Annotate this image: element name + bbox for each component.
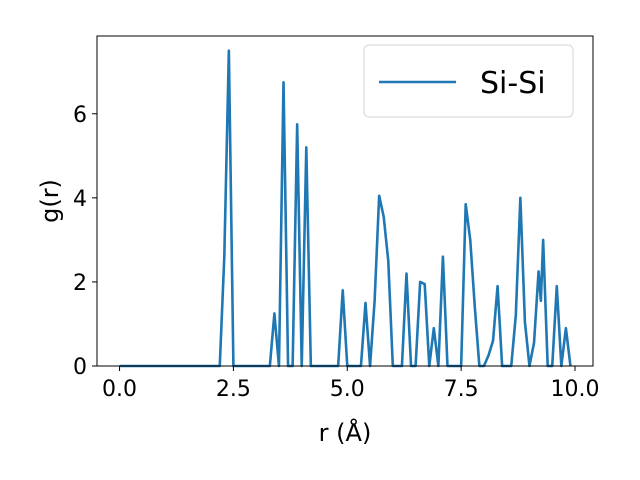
legend-box bbox=[363, 44, 574, 118]
legend: Si-Si bbox=[363, 44, 574, 118]
y-tick-label: 0 bbox=[73, 355, 87, 380]
x-tick-label: 10.0 bbox=[551, 377, 600, 402]
y-tick-label: 6 bbox=[73, 103, 87, 128]
x-tick-label: 0.0 bbox=[102, 377, 137, 402]
y-axis: 0 2 4 6 bbox=[73, 103, 97, 380]
legend-label: Si-Si bbox=[480, 66, 546, 101]
x-tick-label: 7.5 bbox=[444, 377, 479, 402]
y-tick-label: 2 bbox=[73, 271, 87, 296]
plot-frame bbox=[96, 35, 594, 367]
x-axis-label: r (Å) bbox=[319, 418, 372, 447]
y-tick-label: 4 bbox=[73, 187, 87, 212]
x-tick-label: 2.5 bbox=[216, 377, 251, 402]
x-axis: 0.0 2.5 5.0 7.5 10.0 bbox=[102, 366, 600, 402]
y-axis-label: g(r) bbox=[36, 179, 64, 223]
x-tick-label: 5.0 bbox=[330, 377, 365, 402]
